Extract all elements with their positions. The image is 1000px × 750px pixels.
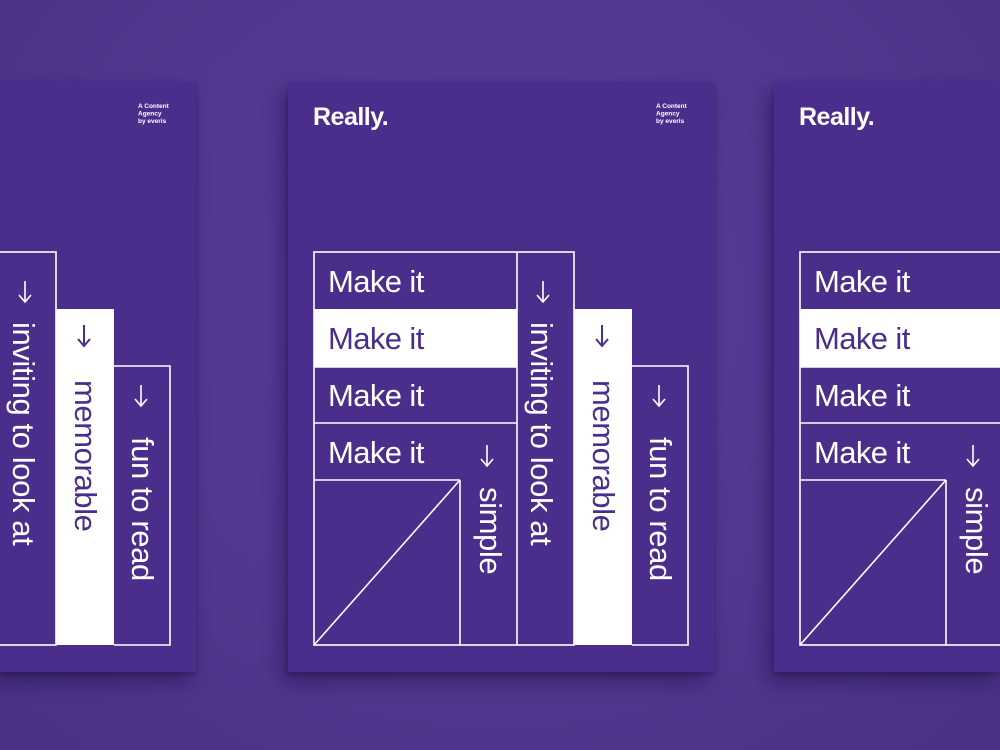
arrow-down-icon [652, 385, 666, 408]
poster-title: Really. [313, 103, 388, 131]
row-label: Make it [814, 378, 911, 413]
poster-title: Really. [799, 103, 874, 131]
column-label-memorable: memorable [68, 380, 103, 531]
agency-credit: A Content Agency by everis [656, 103, 688, 125]
column-label-fun: fun to read [125, 437, 160, 581]
arrow-down-icon [595, 325, 609, 348]
agency-line: by everis [138, 118, 167, 125]
column-label-inviting: inviting to look at [524, 322, 559, 546]
agency-line: by everis [656, 118, 685, 125]
column-label-memorable: memorable [586, 380, 621, 531]
arrow-down-icon [134, 385, 148, 408]
poster-artwork: Really. A Content Agency by everis Make … [313, 103, 689, 646]
grid-lines [799, 251, 1000, 646]
row-label: Make it [814, 321, 911, 356]
row-label: Make it [814, 264, 911, 299]
agency-credit: A Content Agency by everis [138, 103, 170, 125]
row-label: Make it [328, 378, 425, 413]
row-label: Make it [328, 321, 425, 356]
agency-line: Agency [656, 111, 680, 118]
arrow-down-icon [77, 325, 91, 348]
column-label-inviting: inviting to look at [6, 322, 41, 546]
row-label: Make it [328, 435, 425, 470]
arrow-down-icon [480, 445, 494, 468]
highlight-row [314, 309, 517, 367]
grid-lines [0, 251, 171, 646]
grid-lines [313, 251, 689, 646]
highlight-column [56, 309, 114, 645]
row-label: Make it [328, 264, 425, 299]
poster-left: Really. A Content Agency by everis Make … [0, 82, 196, 672]
column-label-simple: simple [473, 487, 508, 574]
poster-artwork: Really. A Content Agency by everis Make … [0, 103, 171, 646]
highlight-row [800, 309, 1000, 367]
arrow-down-icon [966, 445, 980, 468]
column-label-fun: fun to read [643, 437, 678, 581]
agency-line: Agency [138, 111, 162, 118]
arrow-down-icon [18, 281, 32, 304]
poster-center: Really. A Content Agency by everis Make … [288, 82, 714, 672]
column-label-simple: simple [959, 487, 994, 574]
agency-line: A Content [138, 103, 170, 110]
agency-line: A Content [656, 103, 688, 110]
arrow-down-icon [536, 281, 550, 304]
poster-right: Really. A Content Agency by everis Make … [774, 82, 1000, 672]
highlight-column [574, 309, 632, 645]
row-label: Make it [814, 435, 911, 470]
poster-artwork: Really. A Content Agency by everis Make … [799, 103, 1000, 646]
